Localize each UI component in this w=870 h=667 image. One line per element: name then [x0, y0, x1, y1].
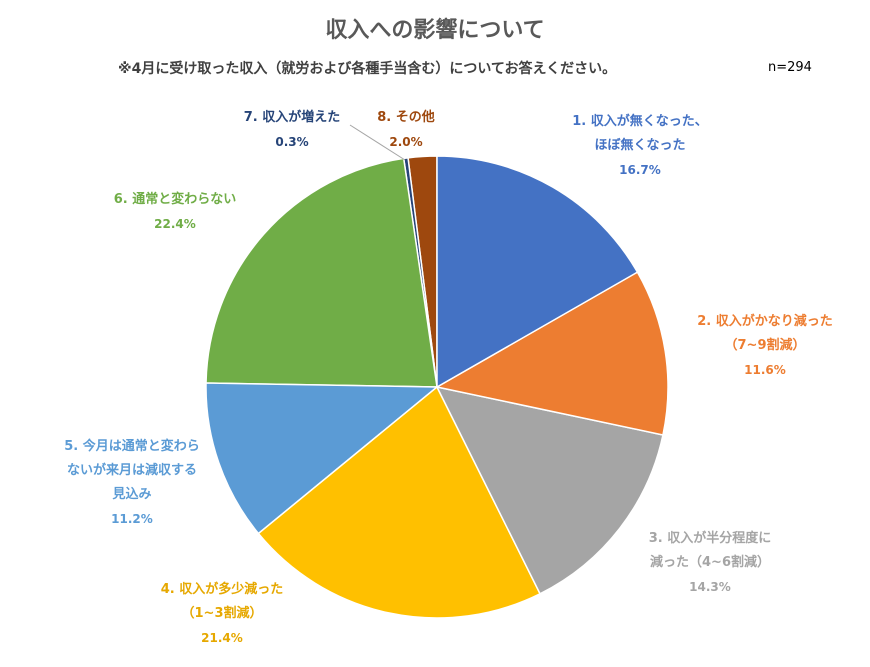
category-label: 4. 収入が多少減った （1~3割減）: [160, 582, 284, 621]
pie-slice: [205, 157, 438, 388]
pie-slice: [205, 382, 440, 535]
category-label: 3. 収入が半分程度に 減った（4~6割減）: [648, 531, 772, 570]
chart-title: 収入への影響について: [325, 18, 545, 43]
pie-slice: [436, 155, 639, 389]
value-label: 21.4%: [201, 631, 243, 645]
slice-label: 3. 収入が半分程度に 減った（4~6割減） 14.3%: [560, 527, 860, 599]
value-label: 11.2%: [111, 512, 153, 526]
pie-slice: [435, 385, 664, 595]
value-label: 0.3%: [275, 135, 309, 149]
pie-slice: [434, 271, 669, 436]
slice-label: 4. 収入が多少減った （1~3割減） 21.4%: [72, 578, 372, 650]
leader-line: [349, 124, 406, 161]
slice-label: 8. その他 2.0%: [256, 106, 556, 154]
slice-label: 2. 収入がかなり減った （7~9割減） 11.6%: [615, 310, 870, 382]
pie-slice: [257, 385, 542, 619]
value-label: 2.0%: [389, 135, 423, 149]
slice-label: 6. 通常と変わらない 22.4%: [25, 188, 325, 236]
category-label: 6. 通常と変わらない: [113, 192, 237, 207]
category-label: 5. 今月は通常と変わら ないが来月は減収する 見込み: [64, 439, 200, 502]
slice-label: 7. 収入が増えた 0.3%: [142, 106, 442, 154]
category-label: 1. 収入が無くなった、 ほぼ無くなった: [572, 114, 708, 153]
sample-size: n=294: [768, 60, 812, 75]
chart-subtitle: ※4月に受け取った収入（就労および各種手当含む）についてお答えください。: [118, 61, 617, 77]
value-label: 22.4%: [154, 217, 196, 231]
slice-label: 5. 今月は通常と変わら ないが来月は減収する 見込み 11.2%: [0, 435, 282, 531]
category-label: 7. 収入が増えた: [243, 110, 341, 125]
category-label: 8. その他: [377, 110, 435, 125]
category-label: 2. 収入がかなり減った （7~9割減）: [697, 314, 833, 353]
value-label: 14.3%: [689, 580, 731, 594]
value-label: 16.7%: [619, 163, 661, 177]
slice-label: 1. 収入が無くなった、 ほぼ無くなった 16.7%: [490, 110, 790, 182]
value-label: 11.6%: [744, 363, 786, 377]
